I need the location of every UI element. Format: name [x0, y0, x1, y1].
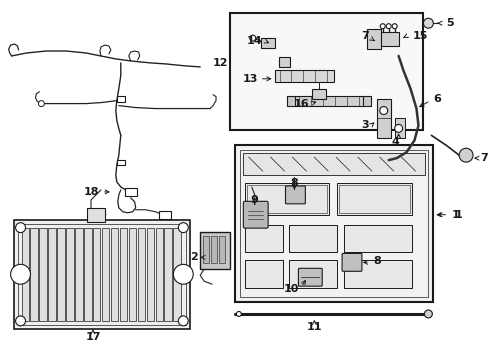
- Circle shape: [392, 24, 397, 29]
- Bar: [200, 231, 230, 269]
- Bar: [344, 260, 412, 288]
- Bar: [147, 228, 154, 321]
- Bar: [75, 228, 83, 321]
- Text: 8: 8: [291, 178, 298, 188]
- Bar: [138, 228, 145, 321]
- Text: 7: 7: [480, 153, 488, 163]
- Bar: [377, 99, 391, 138]
- Circle shape: [178, 223, 188, 233]
- Bar: [165, 228, 172, 321]
- Bar: [120, 228, 127, 321]
- Bar: [337, 183, 412, 215]
- Text: 15: 15: [413, 31, 428, 41]
- Bar: [278, 57, 291, 67]
- Bar: [240, 150, 428, 297]
- Bar: [243, 153, 425, 175]
- Bar: [290, 260, 337, 288]
- Bar: [211, 235, 217, 264]
- Bar: [117, 96, 125, 102]
- Text: 4: 4: [392, 137, 399, 147]
- Text: 13: 13: [243, 74, 258, 84]
- Text: 12: 12: [213, 58, 228, 68]
- Bar: [117, 159, 125, 165]
- FancyBboxPatch shape: [244, 201, 268, 228]
- Bar: [49, 228, 56, 321]
- Bar: [14, 220, 190, 329]
- Bar: [394, 118, 405, 138]
- Circle shape: [16, 316, 25, 326]
- Circle shape: [380, 24, 385, 29]
- Text: 14: 14: [247, 36, 263, 46]
- Circle shape: [380, 107, 388, 114]
- Circle shape: [16, 269, 25, 279]
- Circle shape: [394, 125, 403, 132]
- Bar: [245, 225, 283, 252]
- Bar: [379, 32, 399, 46]
- Circle shape: [11, 264, 30, 284]
- FancyBboxPatch shape: [286, 186, 305, 204]
- Bar: [219, 235, 225, 264]
- Bar: [173, 228, 181, 321]
- Circle shape: [236, 311, 242, 316]
- Bar: [245, 260, 283, 288]
- Bar: [111, 228, 118, 321]
- Bar: [93, 228, 100, 321]
- Text: 8: 8: [374, 256, 382, 266]
- Circle shape: [424, 310, 432, 318]
- Circle shape: [173, 264, 193, 284]
- Text: 7: 7: [361, 31, 369, 41]
- Bar: [203, 235, 209, 264]
- Text: 18: 18: [83, 187, 99, 197]
- Bar: [66, 228, 74, 321]
- Bar: [363, 96, 371, 105]
- Text: 5: 5: [446, 18, 454, 28]
- Text: 17: 17: [85, 332, 101, 342]
- Bar: [294, 96, 364, 105]
- Bar: [155, 228, 163, 321]
- Bar: [312, 89, 326, 99]
- Bar: [22, 228, 29, 321]
- Bar: [235, 145, 433, 302]
- Bar: [290, 225, 337, 252]
- Bar: [247, 185, 327, 213]
- Text: 11: 11: [307, 322, 322, 332]
- Text: 10: 10: [284, 284, 299, 294]
- Bar: [18, 224, 186, 325]
- Bar: [261, 38, 274, 48]
- Circle shape: [38, 100, 45, 107]
- Circle shape: [178, 316, 188, 326]
- Bar: [129, 228, 136, 321]
- Circle shape: [386, 24, 391, 29]
- Bar: [367, 29, 381, 49]
- Text: 6: 6: [433, 94, 441, 104]
- Text: 1: 1: [451, 210, 459, 220]
- Bar: [39, 228, 47, 321]
- Bar: [84, 228, 92, 321]
- Circle shape: [16, 223, 25, 233]
- Text: 1: 1: [454, 210, 462, 220]
- Bar: [339, 185, 410, 213]
- FancyBboxPatch shape: [342, 253, 362, 271]
- Bar: [245, 183, 329, 215]
- Bar: [57, 228, 65, 321]
- Bar: [125, 188, 137, 196]
- Bar: [274, 70, 334, 82]
- Circle shape: [178, 269, 188, 279]
- Bar: [87, 208, 105, 222]
- Circle shape: [459, 148, 473, 162]
- Circle shape: [423, 18, 433, 28]
- Bar: [230, 13, 423, 130]
- Bar: [288, 96, 295, 105]
- Text: 2: 2: [191, 252, 198, 262]
- Bar: [344, 225, 412, 252]
- FancyBboxPatch shape: [298, 268, 322, 286]
- Bar: [102, 228, 109, 321]
- Bar: [30, 228, 38, 321]
- Bar: [159, 211, 171, 219]
- Text: 3: 3: [361, 121, 369, 130]
- Circle shape: [250, 35, 256, 41]
- Text: 16: 16: [294, 99, 309, 109]
- Text: 9: 9: [251, 195, 259, 205]
